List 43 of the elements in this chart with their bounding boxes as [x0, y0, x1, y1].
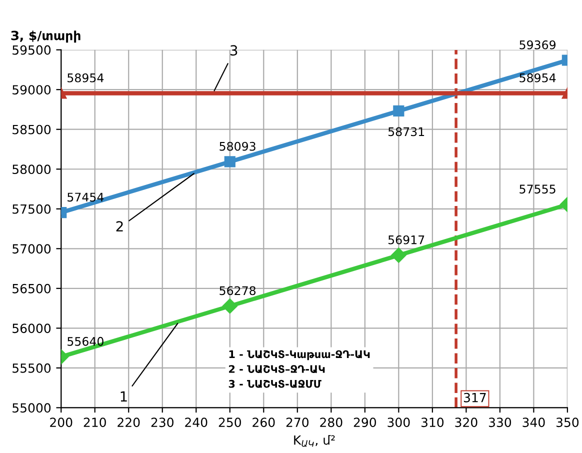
y-tick-label: 56000: [12, 324, 51, 334]
x-tick-label: 290: [354, 418, 376, 428]
data-label: 56917: [388, 235, 424, 244]
x-tick-label: 250: [218, 418, 241, 428]
x-tick-label: 300: [388, 418, 410, 428]
x-tick-label: 210: [84, 418, 106, 428]
data-label: 58731: [388, 127, 424, 136]
data-label: 58954: [68, 73, 104, 82]
x-tick-label: 260: [252, 418, 275, 428]
data-label: 59369: [520, 40, 556, 50]
x-tick-label: 220: [118, 418, 140, 428]
data-label: 58954: [520, 73, 556, 82]
y-tick-label: 55000: [12, 403, 51, 413]
x-tick-label: 240: [185, 418, 208, 428]
x-tick-label: 270: [286, 418, 308, 428]
x-tick-label: 330: [488, 418, 512, 428]
y-tick-label: 58500: [12, 124, 51, 134]
y-tick-label: 59500: [12, 45, 51, 55]
ref-line-label: 317: [464, 392, 486, 402]
data-label: 57454: [68, 192, 104, 202]
annotation: 3: [230, 45, 238, 56]
data-label: 57555: [520, 184, 556, 194]
data-label: 58093: [220, 142, 256, 151]
x-tick-label: 310: [421, 418, 444, 428]
x-tick-label: 200: [50, 418, 72, 428]
data-label: 56278: [220, 286, 256, 296]
y-tick-label: 56500: [12, 284, 51, 294]
annotation: 1: [120, 391, 127, 402]
x-axis-title: K$_{ԱԿ}$, մ²: [294, 435, 335, 447]
x-tick-label: 340: [522, 418, 545, 428]
x-tick-label: 350: [556, 418, 579, 428]
x-tick-label: 280: [320, 418, 342, 428]
y-tick-label: 59000: [12, 85, 51, 95]
x-tick-label: 230: [151, 418, 174, 428]
y-tick-label: 58000: [12, 164, 51, 174]
x-tick-label: 320: [455, 418, 478, 428]
y-axis-title: З, $/տարի: [11, 30, 80, 43]
y-tick-label: 57500: [12, 204, 51, 214]
annotation: 1 - ՆԱՇԿՏ-Կաթսա-ՋԴ-ԱԿ 2 - ՆԱՇԿՏ–ՋԴ-ԱԿ 3 - ՆԱՇԿՏ-ԱՋՄՄ: [228, 350, 370, 388]
y-tick-label: 55500: [12, 363, 51, 373]
annotation: 2: [116, 221, 123, 232]
data-label: 55640: [68, 336, 104, 346]
y-tick-label: 57000: [12, 244, 51, 254]
